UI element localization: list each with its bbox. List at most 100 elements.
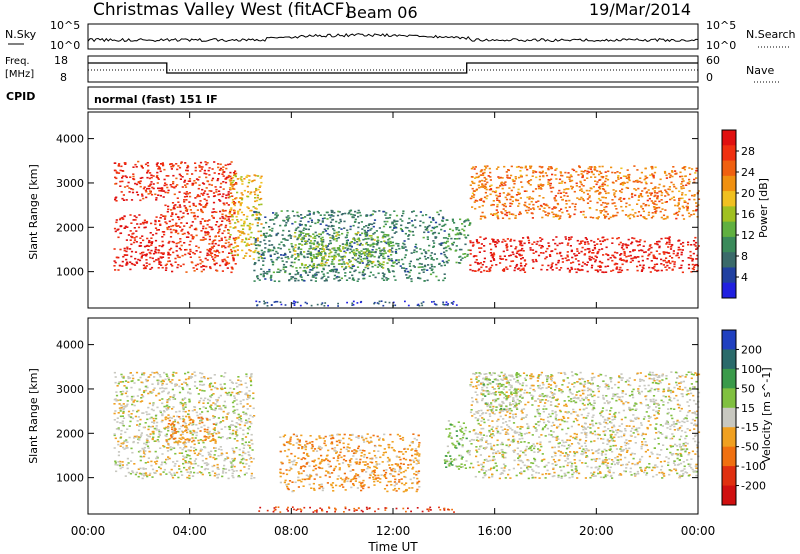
heatmap-cell — [607, 217, 611, 220]
heatmap-cell — [230, 464, 234, 466]
heatmap-cell — [236, 245, 239, 247]
heatmap-cell — [202, 227, 205, 230]
heatmap-cell — [547, 181, 550, 183]
heatmap-cell — [384, 223, 387, 226]
heatmap-cell — [244, 436, 248, 438]
heatmap-cell — [242, 450, 245, 453]
heatmap-cell — [620, 205, 623, 208]
heatmap-cell — [196, 454, 199, 456]
heatmap-cell — [695, 205, 698, 208]
heatmap-cell — [144, 189, 147, 192]
heatmap-cell — [479, 262, 482, 264]
heatmap-cell — [559, 251, 562, 254]
heatmap-cell — [155, 460, 159, 463]
heatmap-cell — [211, 241, 214, 243]
heatmap-cell — [266, 273, 269, 275]
heatmap-cell — [651, 167, 654, 170]
heatmap-cell — [221, 475, 224, 478]
heatmap-cell — [447, 303, 449, 305]
heatmap-cell — [167, 251, 170, 254]
heatmap-cell — [600, 210, 604, 212]
heatmap-cell — [308, 271, 311, 273]
heatmap-cell — [167, 175, 170, 177]
heatmap-cell — [239, 204, 242, 207]
heatmap-cell — [114, 437, 117, 440]
heatmap-cell — [149, 172, 152, 174]
heatmap-cell — [271, 218, 274, 221]
heatmap-cell — [155, 232, 158, 235]
heatmap-cell — [413, 249, 416, 251]
heatmap-cell — [165, 267, 168, 269]
heatmap-cell — [363, 269, 366, 271]
heatmap-cell — [157, 379, 160, 382]
heatmap-cell — [472, 166, 475, 168]
heatmap-cell — [171, 408, 174, 410]
heatmap-cell — [697, 245, 700, 247]
heatmap-cell — [201, 188, 204, 191]
heatmap-cell — [145, 245, 148, 247]
heatmap-cell — [324, 244, 328, 247]
heatmap-cell — [181, 254, 184, 257]
heatmap-cell — [148, 239, 151, 242]
heatmap-cell — [158, 189, 161, 192]
heatmap-cell — [172, 241, 175, 244]
power-colorbar-swatch — [722, 206, 736, 223]
heatmap-cell — [508, 217, 511, 220]
heatmap-cell — [584, 169, 587, 172]
heatmap-cell — [448, 247, 451, 250]
heatmap-cell — [193, 406, 197, 409]
heatmap-cell — [476, 262, 479, 264]
heatmap-cell — [478, 251, 481, 253]
heatmap-cell — [163, 410, 166, 413]
heatmap-cell — [161, 187, 164, 189]
heatmap-cell — [648, 253, 651, 256]
heatmap-cell — [131, 399, 134, 401]
heatmap-cell — [316, 221, 320, 224]
heatmap-cell — [613, 263, 616, 266]
heatmap-cell — [586, 241, 589, 243]
heatmap-cell — [139, 245, 143, 247]
heatmap-cell — [481, 215, 484, 218]
heatmap-cell — [173, 465, 176, 467]
heatmap-cell — [290, 235, 293, 237]
heatmap-cell — [518, 267, 521, 270]
heatmap-cell — [665, 251, 668, 254]
heatmap-cell — [157, 178, 160, 180]
heatmap-cell — [232, 452, 235, 454]
heatmap-cell — [668, 241, 671, 243]
heatmap-cell — [158, 220, 161, 222]
heatmap-cell — [234, 175, 237, 178]
heatmap-cell — [229, 188, 232, 191]
heatmap-cell — [361, 271, 364, 274]
heatmap-cell — [181, 431, 185, 433]
heatmap-cell — [218, 199, 221, 201]
heatmap-cell — [121, 415, 124, 417]
heatmap-cell — [268, 268, 271, 271]
heatmap-cell — [294, 280, 297, 282]
heatmap-cell — [475, 189, 478, 192]
heatmap-cell — [189, 195, 192, 198]
heatmap-cell — [430, 252, 433, 254]
heatmap-cell — [166, 447, 169, 449]
heatmap-cell — [438, 223, 441, 226]
heatmap-cell — [133, 237, 136, 239]
heatmap-cell — [180, 452, 184, 454]
heatmap-cell — [653, 265, 656, 268]
heatmap-cell — [275, 212, 278, 214]
heatmap-cell — [196, 263, 199, 266]
heatmap-cell — [603, 239, 606, 241]
heatmap-cell — [297, 226, 300, 229]
heatmap-cell — [629, 261, 632, 263]
heatmap-cell — [158, 168, 162, 170]
heatmap-cell — [195, 245, 198, 247]
heatmap-cell — [376, 302, 379, 304]
heatmap-cell — [321, 264, 324, 267]
heatmap-cell — [205, 203, 208, 206]
heatmap-cell — [113, 419, 116, 421]
heatmap-cell — [151, 468, 155, 471]
heatmap-cell — [565, 203, 568, 205]
heatmap-cell — [289, 264, 292, 267]
heatmap-cell — [491, 256, 494, 259]
heatmap-cell — [130, 413, 133, 415]
